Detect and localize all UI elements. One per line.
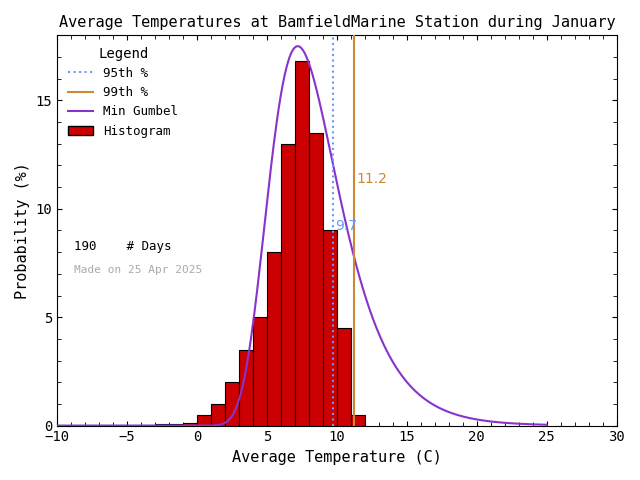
Text: Made on 25 Apr 2025: Made on 25 Apr 2025 [74, 265, 202, 276]
Bar [351, 415, 365, 426]
Text: 9.7: 9.7 [335, 219, 358, 233]
Bar [337, 328, 351, 426]
Bar [155, 424, 169, 426]
Text: 11.2: 11.2 [356, 172, 387, 186]
Bar [267, 252, 281, 426]
Bar [169, 424, 183, 426]
Bar [253, 317, 267, 426]
Bar [309, 133, 323, 426]
Bar [323, 230, 337, 426]
X-axis label: Average Temperature (C): Average Temperature (C) [232, 450, 442, 465]
Title: Average Temperatures at BamfieldMarine Station during January: Average Temperatures at BamfieldMarine S… [59, 15, 615, 30]
Y-axis label: Probability (%): Probability (%) [15, 162, 30, 299]
Bar [225, 382, 239, 426]
Legend: 95th %, 99th %, Min Gumbel, Histogram: 95th %, 99th %, Min Gumbel, Histogram [63, 42, 184, 143]
Bar [183, 423, 197, 426]
Bar [239, 350, 253, 426]
Text: 190    # Days: 190 # Days [74, 240, 172, 253]
Bar [197, 415, 211, 426]
Bar [281, 144, 295, 426]
Bar [295, 61, 309, 426]
Bar [211, 404, 225, 426]
